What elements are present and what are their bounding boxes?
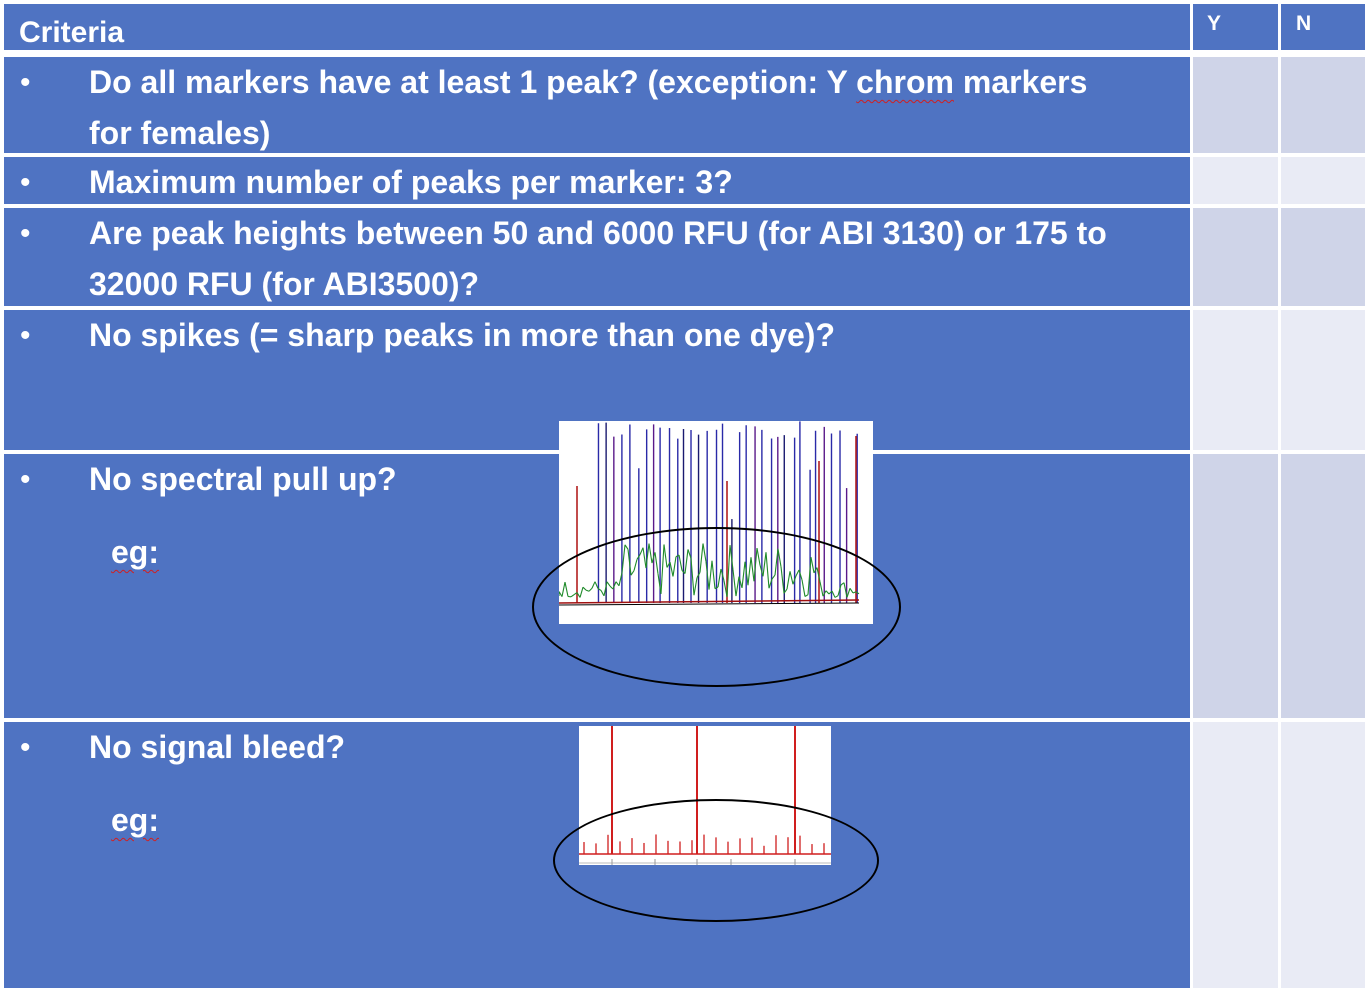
y-checkbox-row-2[interactable]	[1193, 157, 1278, 204]
bullet: •	[20, 66, 31, 99]
criteria-text-3: Are peak heights between 50 and 6000 RFU…	[89, 215, 1107, 302]
y-checkbox-row-1[interactable]	[1193, 57, 1278, 153]
criteria-text-5: No spectral pull up?	[89, 461, 397, 497]
header-criteria: Criteria	[19, 16, 125, 49]
n-checkbox-row-1[interactable]	[1281, 57, 1365, 153]
n-checkbox-row-3[interactable]	[1281, 208, 1365, 306]
y-checkbox-row-4[interactable]	[1193, 310, 1278, 450]
criteria-text-1: Do all markers have at least 1 peak? (ex…	[89, 64, 1088, 151]
header-n: N	[1296, 12, 1312, 35]
eg-label: eg:	[111, 802, 159, 838]
header-y: Y	[1207, 12, 1222, 35]
criteria-text-2: Maximum number of peaks per marker: 3?	[89, 164, 733, 200]
n-checkbox-row-2[interactable]	[1281, 157, 1365, 204]
y-checkbox-row-3[interactable]	[1193, 208, 1278, 306]
criteria-text-4: No spikes (= sharp peaks in more than on…	[89, 317, 835, 353]
bullet: •	[20, 166, 31, 199]
criteria-row-2: • Maximum number of peaks per marker: 3?	[4, 157, 1190, 204]
bullet: •	[20, 463, 31, 496]
bullet: •	[20, 319, 31, 352]
y-checkbox-row-5[interactable]	[1193, 454, 1278, 718]
n-checkbox-row-5[interactable]	[1281, 454, 1365, 718]
bleed-highlight-ellipse	[553, 799, 879, 922]
n-checkbox-row-4[interactable]	[1281, 310, 1365, 450]
header-y-cell: Y	[1193, 4, 1278, 50]
criteria-row-3: • Are peak heights between 50 and 6000 R…	[4, 208, 1190, 306]
criteria-text-6: No signal bleed?	[89, 729, 346, 765]
pullup-highlight-ellipse	[532, 527, 901, 687]
bullet: •	[20, 217, 31, 250]
n-checkbox-row-6[interactable]	[1281, 722, 1365, 988]
eg-label: eg:	[111, 534, 159, 570]
y-checkbox-row-6[interactable]	[1193, 722, 1278, 988]
criteria-row-1: • Do all markers have at least 1 peak? (…	[4, 57, 1190, 153]
header-criteria-cell: Criteria	[4, 4, 1190, 50]
bullet: •	[20, 731, 31, 764]
header-n-cell: N	[1281, 4, 1365, 50]
